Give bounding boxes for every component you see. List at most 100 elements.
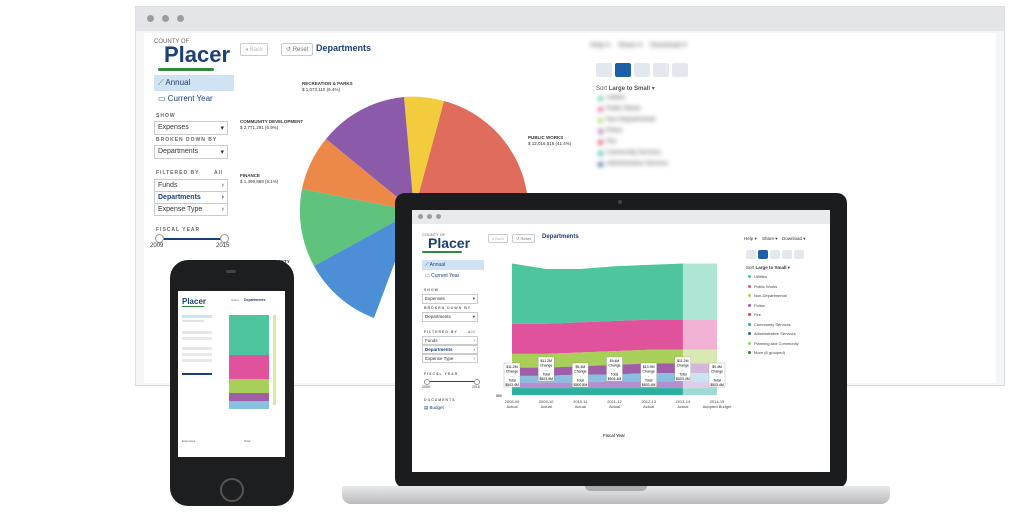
county-logo[interactable]: COUNTY OF Placer [154,39,230,71]
pie-slice-other[interactable] [314,211,414,318]
legend-item[interactable]: Public Works [748,284,799,289]
county-logo[interactable]: COUNTY OF Placer [422,232,471,253]
phone-slider[interactable] [182,373,212,375]
area-layer[interactable] [512,381,717,389]
x-axis-title: Fiscal Year [603,433,626,438]
share-menu[interactable]: Share ▾ [762,236,778,241]
pie-slice-finance[interactable] [302,139,414,211]
line-chart-icon[interactable] [634,63,650,77]
legend-dot-icon [598,106,603,112]
bar-chart-icon[interactable] [672,63,688,77]
year-slider-handle[interactable] [155,234,164,243]
nav-annual[interactable]: ⟋ Annual [154,75,234,91]
legend-item[interactable]: Non-Departmental [748,293,799,298]
share-menu[interactable]: Share ▾ [618,42,643,49]
phone-share[interactable]: Share [231,298,240,302]
year-slider-handle[interactable] [424,379,430,385]
data-annotation: $11.2M Change -Total $503.4M [539,359,553,381]
legend-item[interactable]: More (6 grouped) [748,350,799,355]
nav-current-year[interactable]: ▭ Current Year [158,94,213,103]
phone-screen: Placer Share Departments Expenses Total [178,291,285,457]
area-layer[interactable] [512,319,717,354]
sort-control[interactable]: Sort Large to Small ▾ [746,265,791,270]
legend-dot-icon [598,117,603,123]
filtered-all[interactable]: All [214,170,224,176]
legend-item[interactable]: Police [598,128,668,134]
area-layer[interactable] [512,388,717,395]
phone-nav-annual[interactable] [182,315,212,318]
chevron-right-icon: › [473,356,476,361]
table-icon[interactable] [596,63,612,77]
county-logo[interactable]: Placer [182,297,207,307]
legend-item[interactable]: Fire [748,312,799,317]
chevron-right-icon: › [221,206,224,213]
show-select[interactable]: Expenses ▾ [422,294,478,304]
legend-item[interactable]: Administrative Services [748,331,799,336]
window-dot[interactable] [147,15,154,22]
area-layer[interactable] [512,263,717,324]
phone-nav-current[interactable] [182,320,204,322]
pie-slice-public-safety[interactable] [299,189,414,266]
legend-item[interactable]: Planning and Community [748,341,799,346]
legend-item[interactable]: Community Services [748,322,799,327]
help-menu[interactable]: Help ▾ [590,42,610,49]
home-button[interactable] [220,478,244,502]
filtered-all[interactable]: All [468,330,476,334]
help-menu[interactable]: Help ▾ [744,236,757,241]
back-button[interactable]: ◂ Back [240,43,269,56]
bar-chart-icon[interactable] [794,250,804,259]
phone-filter[interactable] [182,353,212,356]
filter-expense-type[interactable]: Expense Type › [154,203,228,216]
show-select[interactable]: Expenses ▾ [154,121,228,135]
area-chart-icon[interactable] [758,250,768,259]
broken-down-select[interactable]: Departments ▾ [422,312,478,322]
area-chart-icon[interactable] [615,63,631,77]
pie-slice-public-works[interactable] [414,101,529,221]
phone-filter[interactable] [182,347,212,350]
nav-annual[interactable]: ⟋ Annual [422,260,484,270]
legend-item[interactable]: Public Works [598,106,668,112]
pie-slice-recreation[interactable] [404,96,444,211]
filter-expense-type[interactable]: Expense Type › [422,354,478,363]
line-chart-icon[interactable] [770,250,780,259]
broken-down-select[interactable]: Departments ▾ [154,145,228,159]
phone-filter[interactable] [182,359,212,362]
window-dot[interactable] [418,214,423,219]
pie-slice-community-dev[interactable] [326,97,414,211]
year-slider-track[interactable] [426,381,476,382]
filter-departments[interactable]: Departments › [422,345,478,354]
budget-document-link[interactable]: ▤ Budget [424,405,444,410]
window-dot[interactable] [436,214,441,219]
phone-select[interactable] [182,337,212,340]
reset-button[interactable]: ↺ Reset [512,234,535,243]
pie-chart-icon[interactable] [653,63,669,77]
legend-item[interactable]: Utilities [748,274,799,279]
phone-select[interactable] [182,331,212,334]
legend-item[interactable]: Non-Departmental [598,117,668,123]
window-dot[interactable] [162,15,169,22]
download-menu[interactable]: Download ▾ [650,42,687,49]
document-icon: ▤ [424,405,430,410]
pie-chart-icon[interactable] [782,250,792,259]
filter-funds[interactable]: Funds › [422,336,478,345]
data-annotation: $11.2M Change -Total $503.4M [505,365,519,387]
year-slider-track[interactable] [158,238,224,240]
legend-item[interactable]: Community Services [598,150,668,156]
download-menu[interactable]: Download ▾ [782,236,806,241]
sort-control[interactable]: Sort Large to Small ▾ [596,86,655,92]
legend-item[interactable]: Utilities [598,95,668,101]
data-annotation: $10.9M Change -Total $503.4M [642,365,656,387]
table-icon[interactable] [746,250,756,259]
legend-item[interactable]: Police [748,303,799,308]
chevron-right-icon: › [473,347,476,352]
nav-current-year[interactable]: ▭ Current Year [425,273,460,279]
window-dot[interactable] [177,15,184,22]
window-dot[interactable] [427,214,432,219]
year-slider-handle[interactable] [474,379,480,385]
phone-footer-select[interactable]: Expenses [182,439,196,443]
reset-button[interactable]: ↺ Reset [281,43,314,56]
back-button[interactable]: ◂ Back [488,234,509,243]
legend-item[interactable]: Fire [598,139,668,145]
legend-item[interactable]: Administrative Services [598,161,668,167]
year-slider-handle[interactable] [220,234,229,243]
